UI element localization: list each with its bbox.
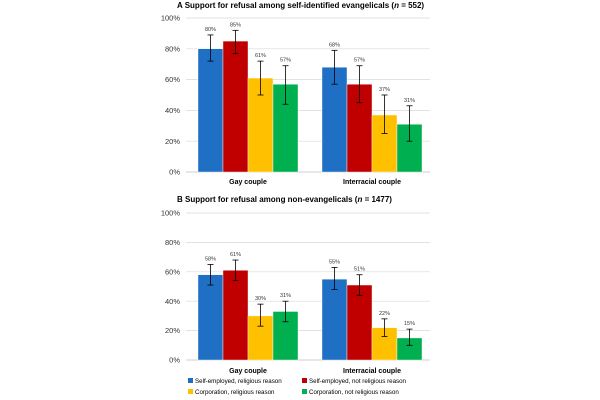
x-category-label: Interracial couple (343, 179, 401, 186)
bar (197, 48, 224, 173)
bar (346, 284, 373, 361)
chart-title-text: Support for refusal among self-identifie… (185, 1, 395, 10)
data-label: 55% (329, 259, 340, 265)
y-tick-label: 60% (165, 75, 180, 84)
chart-title: B Support for refusal among non-evangeli… (177, 195, 392, 204)
legend-swatch (188, 389, 193, 394)
legend-label: Corporation, not religious reason (309, 389, 399, 396)
chart-title-text: Support for refusal among non-evangelica… (185, 195, 358, 204)
y-tick-label: 80% (165, 238, 180, 247)
y-tick-label: 60% (165, 267, 180, 276)
data-label: 57% (280, 58, 291, 64)
chart-title-panel-letter: A (177, 1, 185, 10)
y-tick-label: 20% (165, 326, 180, 335)
data-label: 61% (255, 53, 266, 59)
y-tick-label: 100% (161, 14, 181, 23)
data-label: 31% (280, 293, 291, 299)
data-label: 57% (354, 58, 365, 64)
data-label: 30% (255, 296, 266, 302)
x-category-label: Interracial couple (343, 368, 401, 375)
legend-label: Self-employed, religious reason (195, 378, 282, 385)
y-tick-label: 40% (165, 297, 180, 306)
bar (222, 40, 249, 173)
data-label: 31% (404, 98, 415, 104)
chart-title-n: n (394, 1, 399, 10)
chart-title-n-value: = 552) (399, 1, 424, 10)
legend-swatch (302, 378, 307, 383)
y-tick-label: 0% (169, 356, 180, 365)
y-tick-label: 0% (169, 168, 180, 177)
data-label: 85% (230, 22, 241, 28)
bar (321, 278, 348, 361)
legend-label: Corporation, religious reason (195, 389, 275, 396)
data-label: 37% (379, 87, 390, 93)
data-label: 51% (354, 267, 365, 273)
data-label: 80% (205, 27, 216, 33)
data-label: 22% (379, 311, 390, 317)
data-label: 61% (230, 252, 241, 258)
data-label: 68% (329, 42, 340, 48)
x-category-label: Gay couple (229, 179, 267, 186)
bar (222, 270, 249, 361)
y-tick-label: 20% (165, 137, 180, 146)
chart-title-n-value: = 1477) (362, 195, 392, 204)
y-tick-label: 100% (161, 209, 181, 218)
x-category-label: Gay couple (229, 368, 267, 375)
y-tick-label: 40% (165, 106, 180, 115)
legend-swatch (188, 378, 193, 383)
chart-title: A Support for refusal among self-identif… (177, 1, 424, 10)
y-tick-label: 80% (165, 44, 180, 53)
chart-panel-a: A Support for refusal among self-identif… (161, 1, 430, 186)
data-label: 58% (205, 256, 216, 262)
data-label: 15% (404, 321, 415, 327)
legend-swatch (302, 389, 307, 394)
chart-title-n: n (357, 195, 362, 204)
bar (197, 274, 224, 361)
legend-label: Self-employed, not religious reason (309, 378, 407, 385)
chart-legend: Self-employed, religious reason Self-empl… (188, 378, 407, 396)
chart-panel-b: B Support for refusal among non-evangeli… (161, 195, 430, 375)
chart-title-panel-letter: B (177, 195, 185, 204)
